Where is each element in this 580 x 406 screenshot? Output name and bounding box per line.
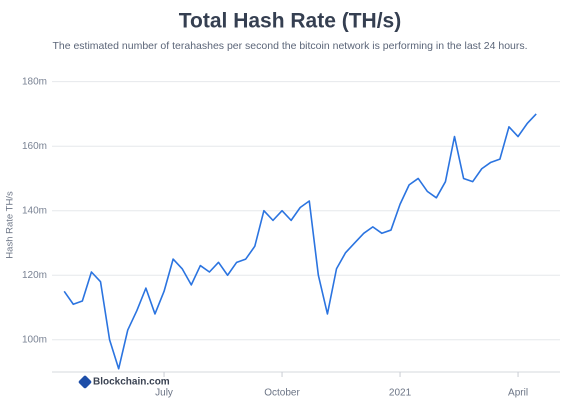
y-tick-label: 140m bbox=[22, 205, 47, 216]
chart-subtitle: The estimated number of terahashes per s… bbox=[52, 40, 527, 52]
logo bbox=[78, 375, 92, 389]
chart-title: Total Hash Rate (TH/s) bbox=[179, 10, 401, 33]
y-tick-label: 100m bbox=[22, 334, 47, 345]
watermark-icon bbox=[78, 375, 92, 389]
x-tick-label: April bbox=[508, 388, 528, 399]
y-axis-label: Hash Rate TH/s bbox=[5, 191, 16, 259]
x-tick-label: October bbox=[264, 388, 300, 399]
series-line bbox=[63, 113, 537, 370]
x-tick-label: 2021 bbox=[389, 388, 412, 399]
y-tick-label: 180m bbox=[22, 76, 47, 87]
y-tick-label: 120m bbox=[22, 270, 47, 281]
y-tick-label: 160m bbox=[22, 141, 47, 152]
x-tick-label: July bbox=[155, 388, 173, 399]
watermark: Blockchain.com bbox=[93, 377, 170, 388]
